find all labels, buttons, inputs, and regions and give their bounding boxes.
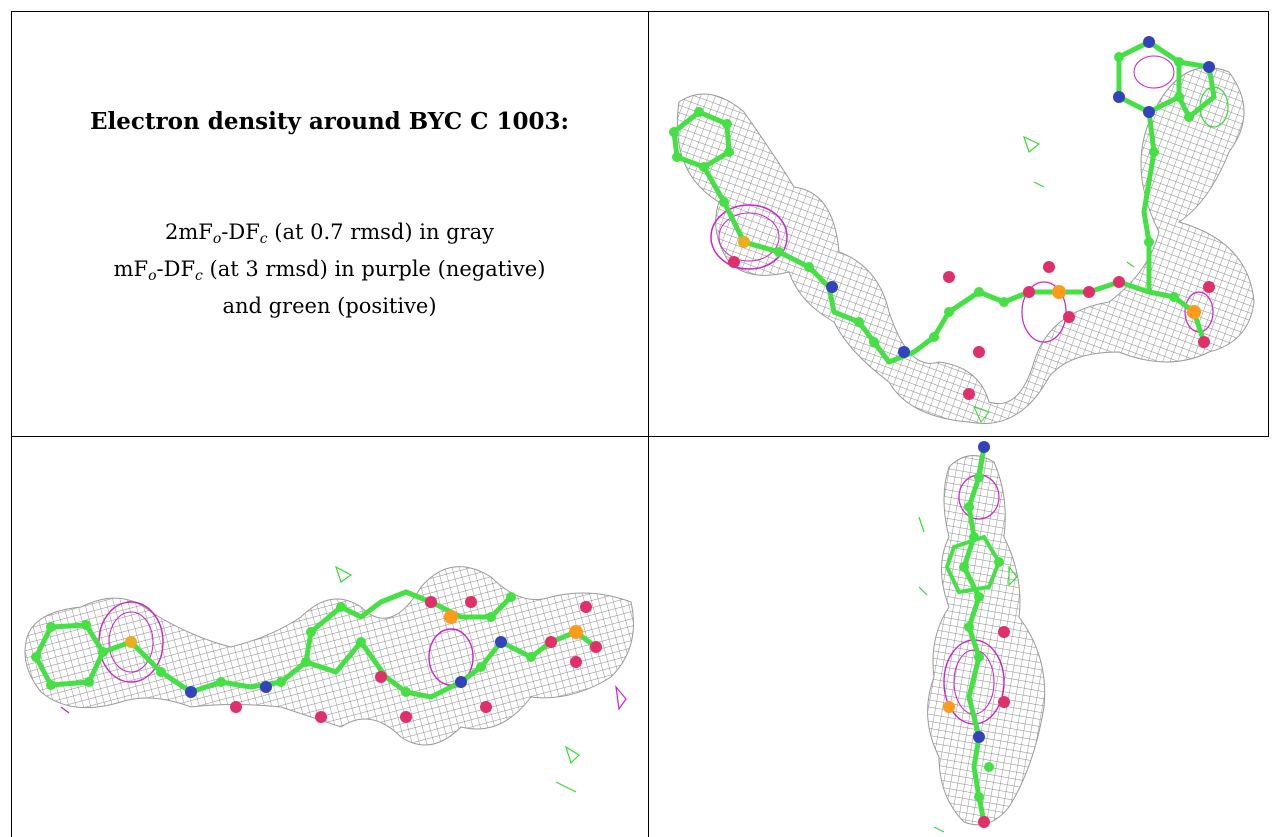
electron-density-view-2-icon	[24, 565, 634, 793]
divider-horizontal	[11, 436, 1269, 437]
border-right	[1268, 11, 1269, 437]
divider-vertical	[648, 11, 649, 837]
caption-line-3: and green (positive)	[222, 294, 437, 318]
caption-cell: Electron density around BYC C 1003: 2mFo…	[11, 12, 648, 436]
caption-body: 2mFo-DFc (at 0.7 rmsd) in gray mFo-DFc (…	[11, 217, 648, 321]
caption-line-1: 2mFo-DFc (at 0.7 rmsd) in gray	[164, 220, 495, 247]
caption-line-2: mFo-DFc (at 3 rmsd) in purple (negative)	[113, 257, 546, 284]
border-left	[11, 11, 12, 837]
view-bottom-left	[11, 437, 648, 837]
view-bottom-right	[649, 437, 1268, 837]
electron-density-view-3-icon	[918, 441, 1046, 833]
electron-density-view-1-icon	[669, 36, 1255, 424]
caption-title: Electron density around BYC C 1003:	[90, 108, 569, 135]
view-top-right	[649, 12, 1268, 436]
atoms	[669, 36, 1215, 400]
border-top	[11, 11, 1269, 12]
